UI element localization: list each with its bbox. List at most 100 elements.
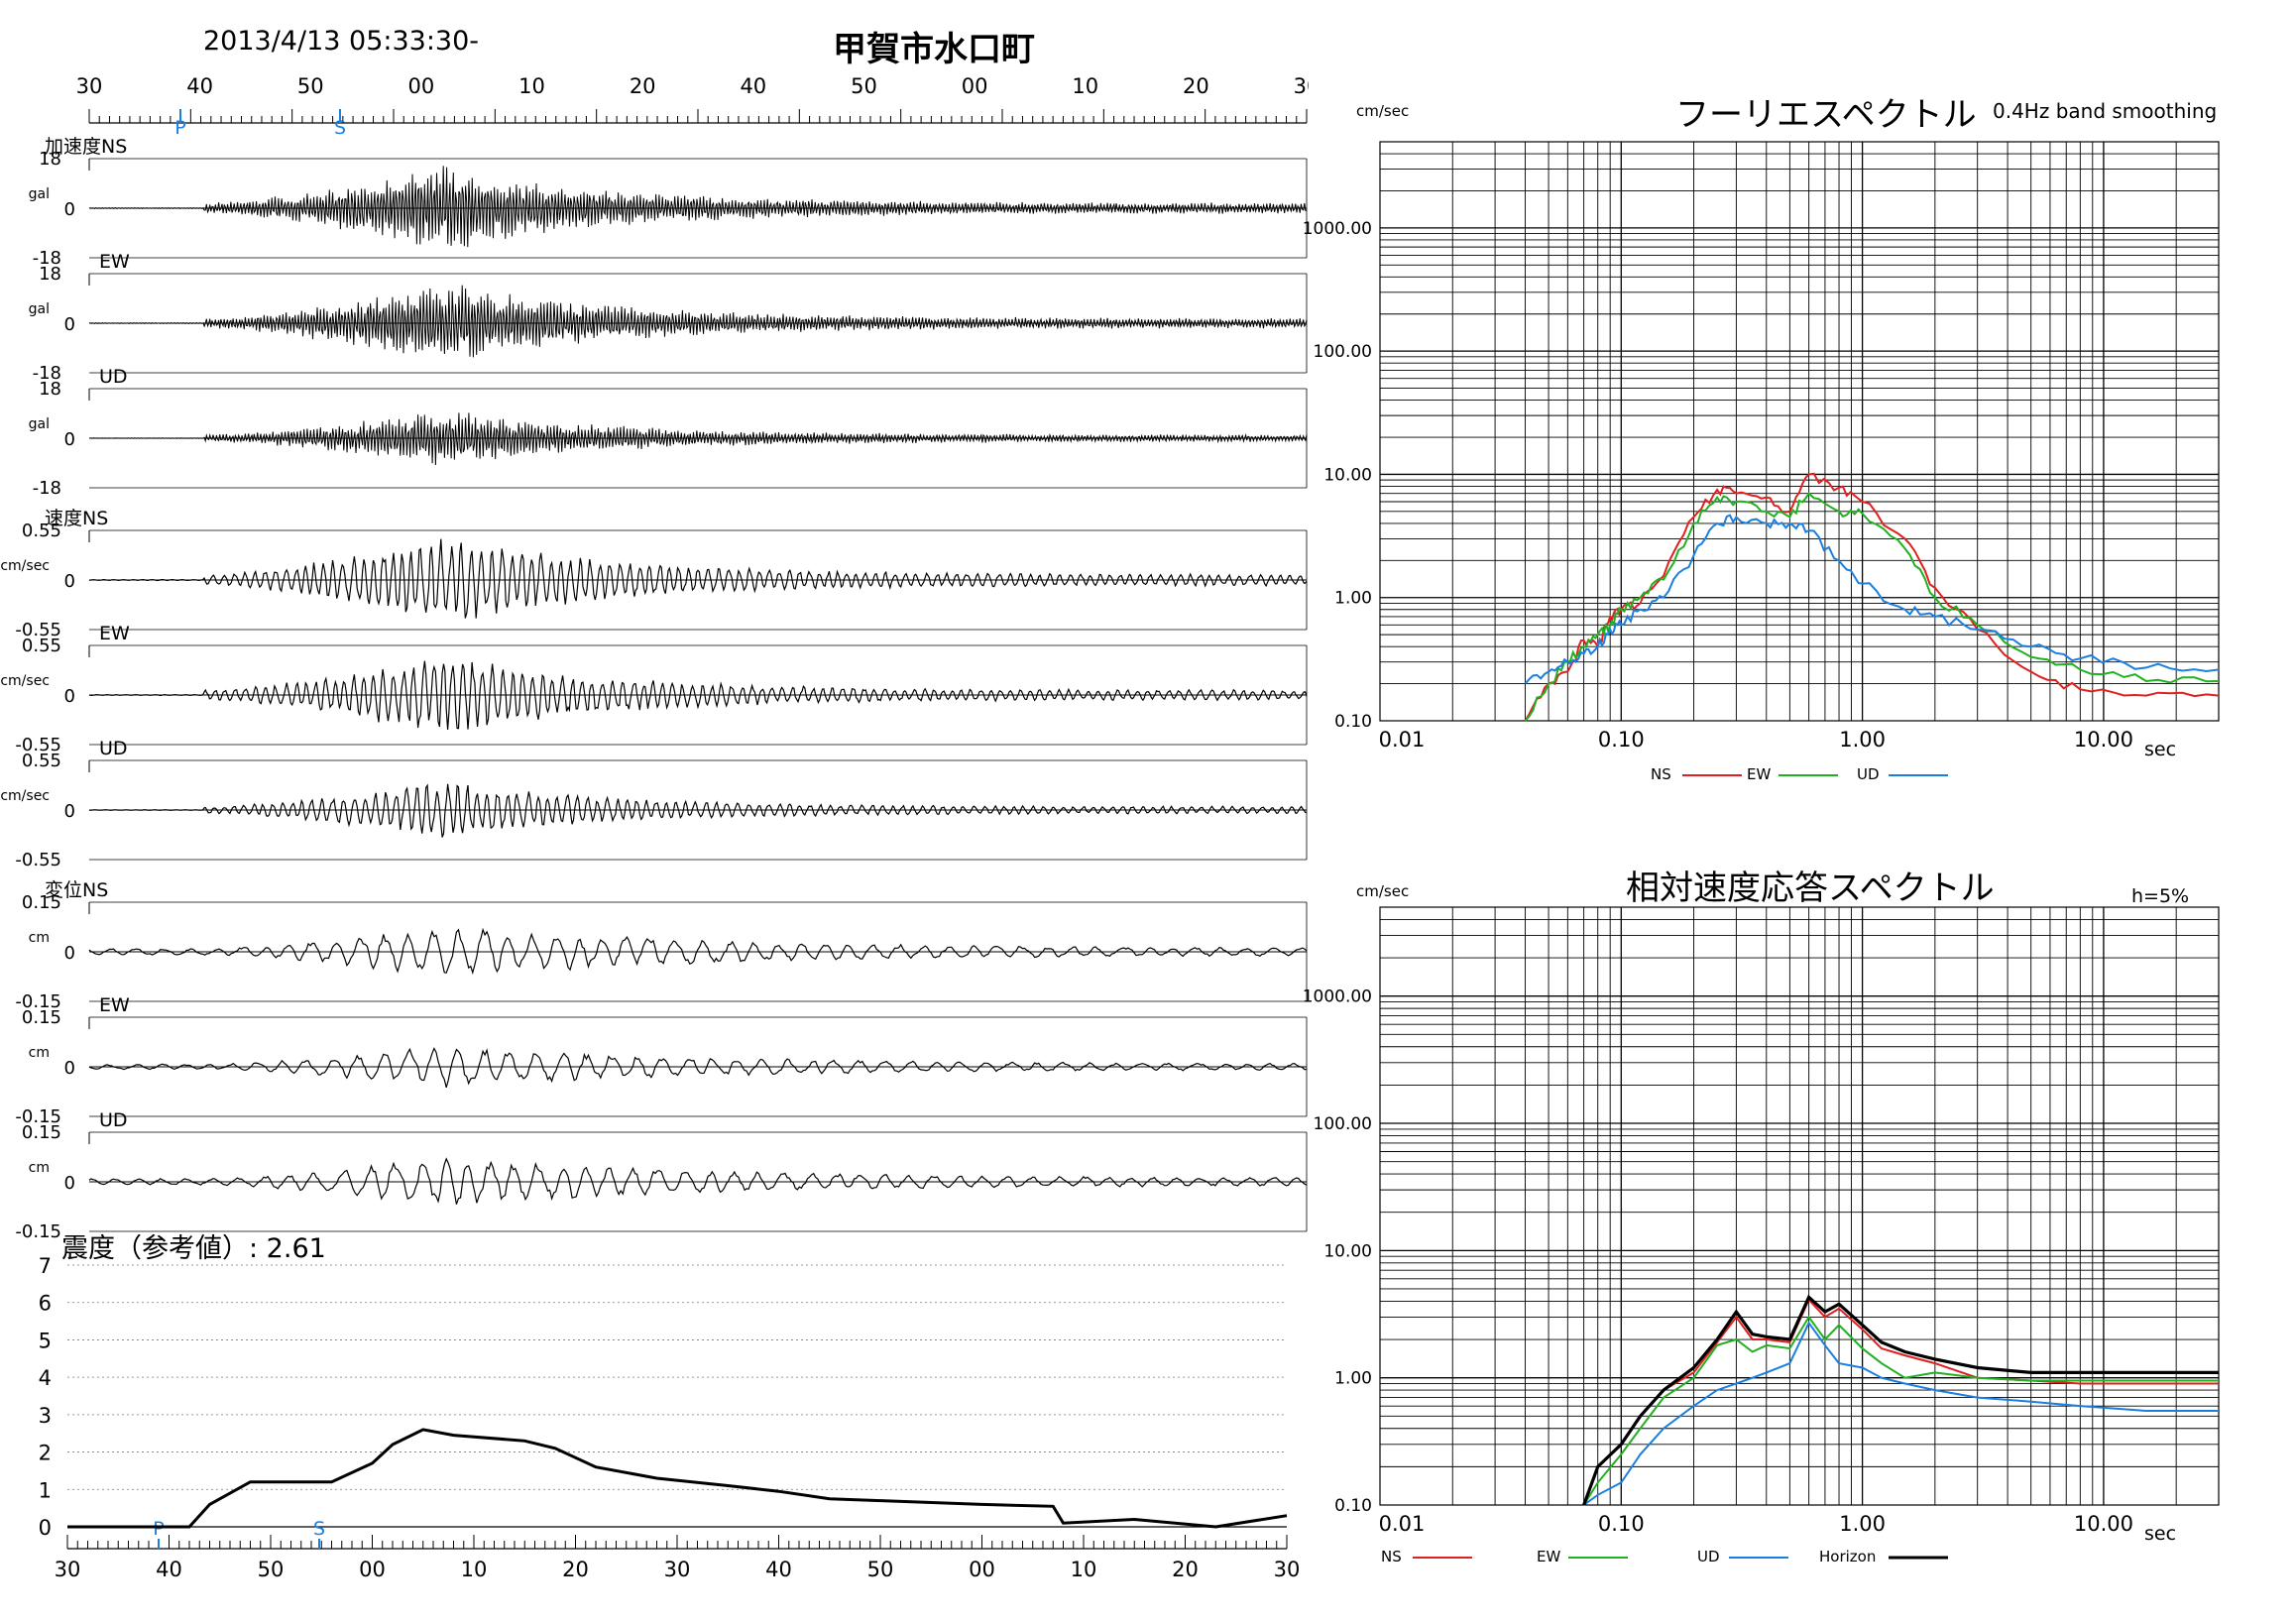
trace-waveform: [88, 166, 1308, 248]
trace-zero-label: 0: [64, 801, 75, 822]
response-legend-label: EW: [1537, 1548, 1560, 1565]
trace-waveform: [88, 927, 1308, 976]
intensity-s-marker: S: [313, 1518, 325, 1540]
intensity-curve: [67, 1428, 1288, 1529]
y-tick-label: 1000.00: [1303, 219, 1372, 239]
fourier-subtitle: 0.4Hz band smoothing: [1993, 99, 2218, 123]
intensity-y-tick-label: 6: [39, 1292, 52, 1316]
x-tick-label: 10.00: [2074, 1512, 2133, 1536]
time-tick-label: 10: [518, 74, 545, 98]
intensity-x-tick-label: 40: [765, 1558, 792, 1581]
fourier-legend-label: NS: [1651, 765, 1671, 783]
intensity-p-marker: P: [153, 1518, 164, 1540]
waveform-trace-vel-ew: 0.55 0 -0.55 cm/sec EW: [0, 623, 1308, 755]
intensity-y-tick-label: 7: [39, 1254, 52, 1278]
trace-unit-label: gal: [29, 416, 50, 432]
trace-channel-label: 速度NS: [45, 508, 108, 529]
trace-unit-label: gal: [29, 301, 50, 317]
intensity-y-tick-label: 1: [39, 1478, 52, 1502]
y-tick-label: 0.10: [1334, 1496, 1372, 1516]
x-tick-label: 1.00: [1839, 728, 1886, 752]
response-legend-label: Horizon: [1819, 1548, 1876, 1565]
fourier-plot: 1000.00 100.00 10.00 1.00 0.10 0.01 0.10 1.00 10…: [1303, 141, 2220, 752]
time-tick-label: 20: [1183, 74, 1209, 98]
intensity-y-tick-label: 2: [39, 1442, 52, 1465]
series-line-horizon: [1582, 1294, 2219, 1506]
trace-waveform: [88, 1157, 1308, 1205]
x-tick-label: 0.10: [1598, 728, 1645, 752]
trace-max-label: 0.55: [22, 636, 61, 656]
waveform-trace-vel-ns: 0.55 0 -0.55 cm/sec 速度NS: [0, 508, 1308, 640]
trace-max-label: 0.55: [22, 521, 61, 541]
time-tick-label: 20: [630, 74, 656, 98]
response-legend-label: NS: [1381, 1548, 1402, 1565]
waveform-trace-acc-ud: 18 0 -18 gal UD: [29, 366, 1308, 499]
fourier-y-unit: cm/sec: [1356, 102, 1410, 120]
intensity-x-tick-label: 50: [258, 1558, 285, 1581]
series-line-ud: [1583, 1321, 2219, 1506]
trace-zero-label: 0: [64, 1058, 75, 1079]
series-line-ns: [1524, 472, 2220, 722]
waveform-trace-vel-ud: 0.55 0 -0.55 cm/sec UD: [0, 738, 1308, 870]
response-damping: h=5%: [2131, 885, 2190, 907]
trace-channel-label: EW: [99, 994, 130, 1016]
y-tick-label: 10.00: [1323, 1241, 1372, 1261]
trace-waveform: [88, 1047, 1308, 1089]
intensity-x-tick-label: 20: [562, 1558, 589, 1581]
trace-waveform: [88, 285, 1308, 358]
trace-waveform: [88, 412, 1308, 466]
y-tick-label: 10.00: [1323, 465, 1372, 485]
intensity-y-tick-label: 4: [39, 1366, 52, 1390]
intensity-x-tick-label: 30: [1274, 1558, 1301, 1581]
x-tick-label: 1.00: [1839, 1512, 1886, 1536]
intensity-y-tick-label: 5: [39, 1329, 52, 1352]
time-tick-label: 50: [851, 74, 877, 98]
series-line-ew: [1524, 492, 2220, 722]
fourier-legend-label: UD: [1857, 765, 1880, 783]
x-tick-label: 10.00: [2074, 728, 2133, 752]
response-spectrum-plot: 1000.00 100.00 10.00 1.00 0.10 0.01 0.10 1.00 10…: [1303, 906, 2220, 1536]
intensity-x-tick-label: 00: [969, 1558, 995, 1581]
response-legend-label: UD: [1697, 1548, 1720, 1565]
trace-zero-label: 0: [64, 314, 75, 335]
trace-channel-label: 加速度NS: [45, 136, 127, 158]
waveform-trace-acc-ew: 18 0 -18 gal EW: [29, 251, 1308, 384]
intensity-x-tick-label: 40: [156, 1558, 182, 1581]
trace-max-label: 0.15: [22, 1007, 61, 1028]
trace-max-label: 18: [39, 149, 61, 170]
trace-channel-label: 変位NS: [45, 879, 108, 901]
fourier-title: フーリエスペクトル: [1675, 95, 1977, 135]
trace-max-label: 18: [39, 264, 61, 285]
y-tick-label: 1000.00: [1303, 987, 1372, 1007]
y-tick-label: 1.00: [1334, 589, 1372, 609]
trace-channel-label: EW: [99, 623, 130, 644]
series-line-ew: [1582, 1315, 2219, 1506]
trace-unit-label: cm/sec: [0, 558, 50, 574]
x-tick-label: 0.01: [1379, 728, 1426, 752]
trace-min-label: -0.55: [15, 735, 61, 755]
intensity-x-tick-label: 30: [55, 1558, 81, 1581]
time-tick-label: 50: [297, 74, 324, 98]
intensity-title: 震度（参考値）: 2.61: [61, 1233, 326, 1264]
trace-zero-label: 0: [64, 571, 75, 592]
waveform-trace-disp-ud: 0.15 0 -0.15 cm UD: [15, 1109, 1308, 1242]
time-tick-label: 00: [408, 74, 435, 98]
trace-max-label: 0.15: [22, 1122, 61, 1143]
trace-unit-label: gal: [29, 186, 50, 202]
time-tick-label: 30: [1294, 74, 1309, 98]
time-tick-label: 40: [186, 74, 213, 98]
response-y-unit: cm/sec: [1356, 882, 1410, 900]
trace-unit-label: cm/sec: [0, 788, 50, 804]
trace-channel-label: UD: [99, 366, 128, 388]
intensity-x-tick-label: 20: [1172, 1558, 1199, 1581]
response-title: 相対速度応答スペクトル: [1626, 869, 1995, 908]
trace-channel-label: EW: [99, 251, 130, 273]
trace-min-label: -18: [33, 478, 61, 499]
y-tick-label: 100.00: [1314, 1114, 1372, 1134]
trace-min-label: -0.15: [15, 991, 61, 1012]
fourier-x-unit: sec: [2144, 739, 2177, 760]
intensity-x-tick-label: 10: [461, 1558, 488, 1581]
time-tick-label: 30: [76, 74, 103, 98]
y-tick-label: 100.00: [1314, 342, 1372, 362]
time-tick-label: 00: [962, 74, 988, 98]
